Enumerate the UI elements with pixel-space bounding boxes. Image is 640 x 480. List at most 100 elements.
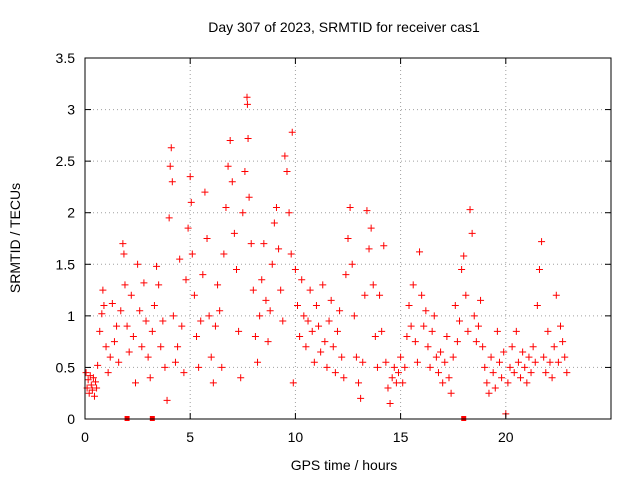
y-axis-label: SRMTID / TECUs (7, 183, 23, 293)
data-point (355, 379, 363, 387)
data-point (533, 302, 541, 310)
data-point (453, 338, 461, 346)
data-point (535, 265, 543, 273)
data-point (289, 379, 297, 387)
data-point (390, 363, 398, 371)
data-point (288, 128, 296, 136)
data-point (244, 134, 252, 142)
data-point (323, 363, 331, 371)
data-point (281, 152, 289, 160)
data-point (230, 229, 238, 237)
data-point (550, 343, 558, 351)
data-point (226, 137, 234, 145)
data-point (262, 296, 270, 304)
data-point (422, 307, 430, 315)
data-point (456, 317, 464, 325)
data-point (275, 245, 283, 253)
data-point (157, 343, 165, 351)
data-point (117, 307, 125, 315)
data-point (384, 384, 392, 392)
y-tick-label: 3 (67, 102, 75, 118)
data-point (504, 379, 512, 387)
data-point (218, 363, 226, 371)
data-point (199, 271, 207, 279)
data-point (93, 384, 101, 392)
data-point (89, 374, 97, 382)
data-point (487, 353, 495, 361)
data-point (344, 235, 352, 242)
grid-lines (85, 58, 611, 419)
data-point (424, 343, 432, 351)
data-point (121, 281, 129, 289)
data-point (388, 374, 396, 382)
data-point (96, 327, 104, 335)
data-point (498, 374, 506, 382)
data-point (310, 358, 318, 366)
data-point (521, 363, 529, 371)
data-point (340, 374, 348, 382)
data-point (153, 262, 161, 270)
y-tick-label: 1.5 (56, 256, 76, 272)
data-point (190, 291, 198, 299)
data-point (285, 209, 293, 217)
data-point (104, 369, 112, 377)
data-point (102, 343, 110, 351)
data-point (462, 291, 470, 299)
data-point (182, 276, 190, 284)
data-point (317, 348, 325, 356)
data-point (382, 358, 390, 366)
data-point (428, 327, 436, 335)
data-point (527, 369, 535, 377)
data-point (460, 252, 468, 260)
data-point (146, 374, 154, 382)
data-point (357, 394, 365, 402)
x-tick-label: 10 (288, 429, 304, 445)
data-point (165, 214, 173, 222)
data-point (540, 353, 548, 361)
data-point (144, 353, 152, 361)
data-point (99, 286, 107, 294)
data-point (472, 338, 480, 346)
data-point (500, 348, 508, 356)
data-point (365, 245, 373, 253)
data-point (129, 332, 137, 340)
data-point (397, 353, 405, 361)
data-point (458, 265, 466, 273)
data-point (508, 343, 516, 351)
data-point (123, 322, 131, 330)
data-point (373, 363, 381, 371)
x-tick-label: 5 (186, 429, 194, 445)
data-point (166, 162, 174, 170)
data-point (279, 317, 287, 325)
data-point (485, 389, 493, 397)
data-point (138, 343, 146, 351)
data-point (329, 343, 337, 351)
data-point (523, 379, 531, 387)
data-point (193, 332, 201, 340)
data-point (474, 322, 482, 330)
data-point (125, 348, 133, 356)
data-point (392, 379, 400, 387)
data-point (477, 296, 485, 304)
data-point (378, 327, 386, 335)
data-point (92, 378, 100, 386)
data-point (481, 363, 489, 371)
y-tick-label: 2.5 (56, 153, 76, 169)
data-point (161, 363, 169, 371)
data-point (525, 353, 533, 361)
data-point (386, 400, 394, 408)
data-point (243, 93, 251, 101)
data-point (127, 291, 135, 299)
data-point (249, 286, 257, 294)
data-point (312, 302, 320, 310)
plot-frame (84, 57, 612, 420)
data-point (443, 332, 451, 340)
data-point (222, 204, 230, 212)
data-point (346, 204, 354, 212)
y-tick-label: 0 (67, 411, 75, 427)
data-point (131, 379, 139, 387)
data-point (514, 358, 522, 366)
data-point (554, 358, 562, 366)
data-point (155, 281, 163, 289)
